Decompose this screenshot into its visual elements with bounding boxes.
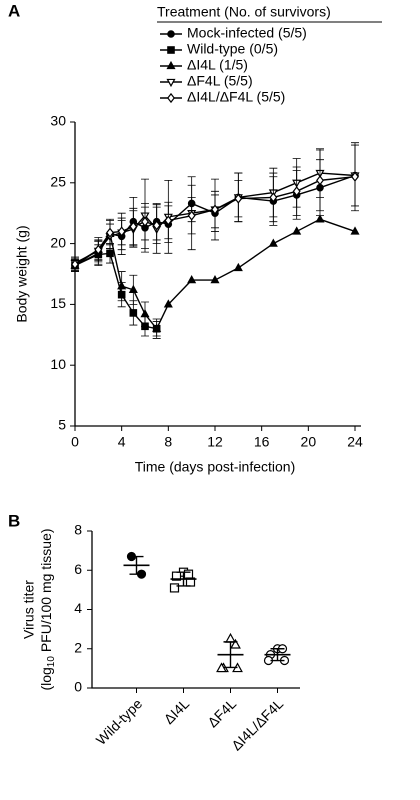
marker bbox=[315, 214, 325, 223]
legend-label: ΔF4L (5/5) bbox=[187, 73, 253, 89]
legend-marker bbox=[166, 78, 176, 88]
x-tick-label: 12 bbox=[207, 434, 223, 450]
marker bbox=[269, 192, 278, 203]
y-tick-label: 5 bbox=[58, 417, 66, 433]
y-tick-label: 10 bbox=[50, 356, 66, 372]
marker bbox=[140, 309, 150, 318]
y-axis-label: (log10 PFU/100 mg tissue) bbox=[38, 528, 57, 690]
marker bbox=[187, 274, 197, 284]
marker bbox=[351, 171, 359, 182]
panel-label: B bbox=[8, 511, 20, 530]
sd-bar bbox=[223, 641, 238, 669]
marker bbox=[268, 238, 278, 247]
y-tick-label: 8 bbox=[74, 522, 82, 538]
marker bbox=[128, 284, 138, 293]
x-tick-label: 24 bbox=[347, 434, 363, 450]
y-tick-label: 30 bbox=[50, 113, 66, 129]
marker bbox=[164, 215, 173, 226]
marker bbox=[163, 299, 173, 308]
legend-title: Treatment (No. of survivors) bbox=[157, 4, 331, 20]
y-tick-label: 0 bbox=[74, 679, 82, 695]
marker bbox=[316, 175, 324, 186]
legend-marker bbox=[167, 46, 175, 54]
sd-bar bbox=[270, 648, 285, 662]
y-tick-label: 20 bbox=[50, 234, 66, 250]
marker bbox=[211, 204, 219, 215]
marker bbox=[117, 281, 127, 290]
x-tick-label: 20 bbox=[301, 434, 317, 450]
marker bbox=[233, 262, 243, 272]
legend-label: Mock-infected (5/5) bbox=[187, 25, 307, 41]
marker bbox=[141, 216, 149, 227]
y-tick-label: 4 bbox=[74, 600, 82, 616]
x-tick-label: ΔF4L bbox=[204, 695, 239, 730]
y-tick-label: 6 bbox=[74, 561, 82, 577]
marker bbox=[71, 259, 79, 270]
marker bbox=[106, 227, 114, 238]
y-axis-label: Virus titer bbox=[21, 580, 37, 639]
y-tick-label: 15 bbox=[50, 295, 66, 311]
x-tick-label: 16 bbox=[254, 434, 270, 450]
marker bbox=[106, 249, 114, 258]
series-line bbox=[74, 252, 157, 330]
x-tick-label: ΔI4L bbox=[161, 695, 193, 727]
legend-marker bbox=[166, 60, 176, 70]
legend-marker bbox=[167, 30, 175, 38]
marker bbox=[169, 583, 180, 593]
y-label-subscript: 10 bbox=[46, 656, 57, 668]
x-tick-label: 4 bbox=[118, 434, 126, 450]
marker bbox=[129, 221, 138, 232]
marker bbox=[152, 220, 161, 231]
y-label-part: (log bbox=[38, 667, 54, 690]
marker bbox=[117, 226, 126, 237]
x-axis-label: Time (days post-infection) bbox=[135, 459, 296, 475]
marker bbox=[183, 569, 194, 579]
marker bbox=[225, 632, 236, 643]
marker bbox=[234, 193, 243, 204]
legend-label: Wild-type (0/5) bbox=[187, 41, 278, 57]
sd-bar bbox=[176, 571, 191, 587]
marker bbox=[94, 244, 103, 255]
marker bbox=[187, 210, 196, 221]
x-tick-label: 8 bbox=[164, 434, 172, 450]
x-tick-label: ΔI4L/ΔF4L bbox=[228, 695, 286, 753]
legend-marker bbox=[167, 92, 175, 104]
sd-bar bbox=[129, 555, 144, 575]
x-tick-label: Wild-type bbox=[93, 695, 146, 748]
legend-label: ΔI4L (1/5) bbox=[187, 57, 248, 73]
y-tick-label: 25 bbox=[50, 174, 66, 190]
marker bbox=[292, 226, 302, 235]
marker bbox=[292, 186, 301, 197]
panel-label: A bbox=[8, 1, 20, 20]
marker bbox=[210, 274, 220, 284]
x-tick-label: 0 bbox=[71, 434, 79, 450]
marker bbox=[152, 323, 162, 332]
marker bbox=[230, 638, 241, 649]
y-axis-label: Body weight (g) bbox=[14, 225, 30, 322]
axis bbox=[74, 122, 361, 427]
marker bbox=[350, 226, 360, 235]
y-tick-label: 2 bbox=[74, 639, 82, 655]
legend-label: ΔI4L/ΔF4L (5/5) bbox=[187, 89, 285, 105]
marker bbox=[129, 309, 138, 317]
y-label-part: PFU/100 mg tissue) bbox=[38, 528, 54, 656]
